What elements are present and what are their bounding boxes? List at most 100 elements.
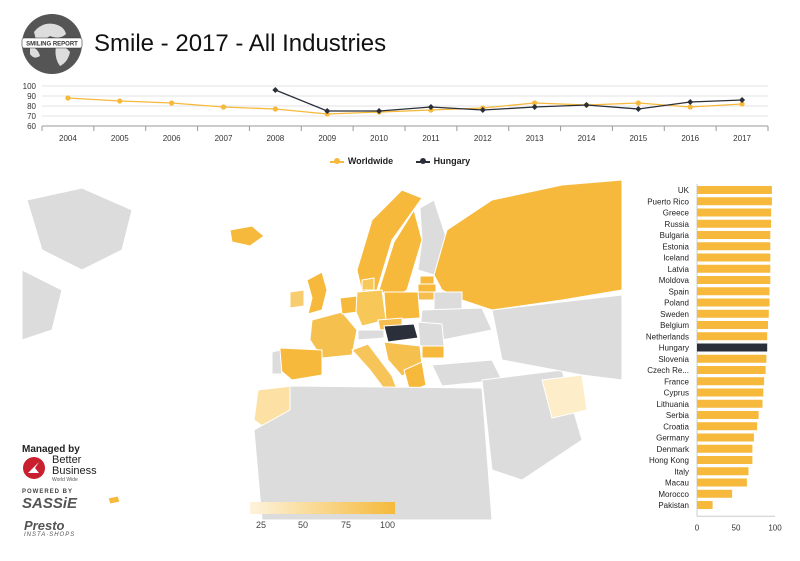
y-tick-label: 100 [23,82,37,91]
x-tick-label: 2005 [111,134,129,143]
bar-slovenia [697,354,767,363]
bar-lithuania [697,399,763,408]
data-point-worldwide [117,98,123,104]
bar-label: Bulgaria [660,231,690,240]
map-spain[interactable] [279,347,323,381]
bar-puerto-rico [697,197,772,206]
bar-label: Spain [669,287,689,296]
bar-germany [697,433,754,442]
bar-czech-re- [697,366,766,374]
bar-denmark [697,444,753,453]
bar-label: Iceland [663,254,689,263]
data-point-worldwide [220,104,227,110]
map-iceland[interactable] [229,225,265,247]
bar-bulgaria [697,231,771,239]
x-tick-label: 2004 [59,134,77,143]
map-estonia[interactable] [419,275,435,285]
bar-label: Germany [656,434,689,443]
data-point-worldwide [687,104,693,110]
data-point-worldwide [739,101,745,107]
scale-label-100: 100 [380,520,396,530]
bar-morocco [697,489,733,498]
europe-map[interactable] [22,180,622,520]
data-point-hungary [479,107,486,113]
y-tick-label: 80 [27,102,36,111]
bar-x-tick-label: 0 [695,523,700,532]
bar-poland [697,298,770,307]
legend-worldwide[interactable]: Worldwide [329,156,394,166]
map-romania[interactable] [417,321,445,347]
map-portugal[interactable] [271,349,283,375]
bar-x-tick-label: 50 [732,523,741,532]
bar-label: Slovenia [658,355,689,364]
data-point-hungary [687,99,694,105]
bar-label: Serbia [666,411,690,420]
data-point-hungary [324,108,331,114]
x-tick-label: 2009 [318,134,336,143]
map-latvia[interactable] [417,283,437,293]
series-line-worldwide [67,97,743,115]
bar-iceland [697,253,771,262]
bar-russia [697,219,772,228]
bar-label: Lithuania [657,400,690,409]
bar-x-tick-label: 100 [768,523,782,532]
map-pakistan[interactable] [541,374,588,419]
map-hungary[interactable] [383,323,419,343]
map-greenland[interactable] [26,187,133,271]
map-north-africa[interactable] [253,385,493,520]
bar-uk [697,186,772,194]
x-tick-label: 2012 [474,134,492,143]
data-point-hungary [583,102,590,108]
bar-france [697,377,765,386]
x-tick-label: 2015 [629,134,647,143]
x-tick-label: 2014 [578,134,596,143]
data-point-hungary [427,104,434,110]
bar-netherlands [697,332,768,341]
bar-hong-kong [697,456,753,464]
bar-label: Croatia [663,422,689,431]
map-poland[interactable] [383,291,421,321]
bar-label: Morocco [658,490,689,499]
data-point-hungary [272,87,279,93]
map-denmark[interactable] [361,277,375,291]
bar-label: Estonia [662,242,689,251]
x-tick-label: 2011 [422,134,440,143]
map-puerto-rico[interactable] [107,495,121,505]
bar-label: UK [678,186,690,195]
bar-moldova [697,276,771,284]
map-belarus[interactable] [433,291,463,311]
map-central-asia[interactable] [491,294,622,381]
legend-worldwide-label: Worldwide [347,156,394,166]
map-ireland[interactable] [289,289,305,309]
powered-by-label: POWERED BY [22,489,74,495]
bar-label: Denmark [657,445,690,454]
bar-serbia [697,411,759,419]
presto-logo: Presto [24,518,65,533]
map-bulgaria[interactable] [421,345,445,359]
page-title: Smile - 2017 - All Industries [94,30,387,57]
bar-latvia [697,264,771,273]
bar-label: Greece [663,209,690,218]
map-austria[interactable] [357,329,385,341]
bar-label: Moldova [659,276,690,285]
bar-label: Latvia [668,265,690,274]
x-tick-label: 2007 [215,134,233,143]
map-uk[interactable] [306,271,328,315]
country-bar-chart: UK Puerto Rico Greece Russia Bulgaria Estonia… [646,184,782,532]
bar-label: Cyprus [664,389,689,398]
sassie-logo: SASSiE [22,495,78,512]
map-belgium-nl[interactable] [339,295,359,315]
bar-label: Russia [665,220,690,229]
y-tick-label: 70 [27,112,36,121]
map-greece[interactable] [403,361,427,393]
data-point-hungary [739,97,746,103]
legend-hungary[interactable]: Hungary [415,156,471,166]
legend-hungary-label: Hungary [433,156,471,166]
bar-spain [697,287,770,296]
series-line-hungary [275,89,743,112]
map-germany[interactable] [355,289,387,327]
data-point-hungary [635,106,642,112]
map-canada[interactable] [22,269,63,341]
bar-hungary [697,343,768,352]
